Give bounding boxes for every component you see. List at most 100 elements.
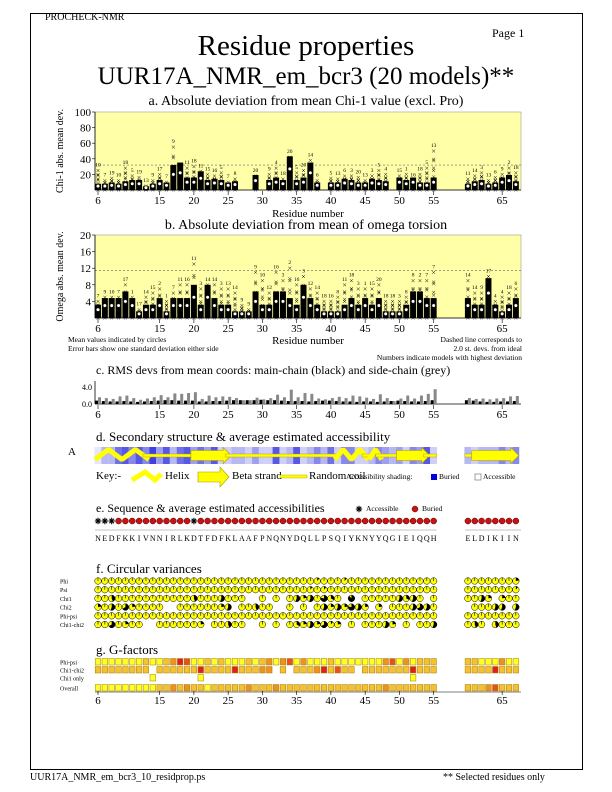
gfactor-cell — [348, 666, 355, 674]
chart-b-model-point — [336, 305, 340, 310]
chart-a-model-point — [301, 172, 306, 177]
chart-b-model-point — [370, 294, 374, 298]
chart-b-model-point — [178, 283, 182, 287]
residue-letter: E — [404, 534, 409, 543]
gfactor-cell — [389, 658, 396, 666]
residue-letter: H — [431, 534, 437, 543]
side-chain-bar — [358, 396, 362, 404]
chart-a-model-point — [356, 178, 360, 183]
chart-b-model-point — [212, 291, 217, 295]
residue-letter: K — [225, 534, 231, 543]
variance-sector — [324, 586, 327, 590]
chart-b-max-model-label: 8 — [405, 289, 408, 295]
chart-a-model-point — [233, 177, 237, 181]
gfactor-cell — [355, 684, 362, 692]
gfactor-cell — [478, 658, 485, 666]
buried-marker — [327, 517, 335, 525]
chart-b-model-point — [431, 293, 436, 297]
chart-b-mean-errorbar — [170, 298, 177, 318]
chart-b-model-point — [294, 283, 299, 287]
variance-sector — [392, 621, 396, 625]
chart-b-mean-point — [328, 311, 333, 316]
chart-a-model-point — [507, 171, 511, 176]
gfactor-cell — [190, 658, 197, 666]
gfactor-cell — [211, 684, 218, 692]
residue-letter: N — [95, 534, 101, 543]
chart-a-mean-point — [335, 183, 340, 188]
variance-sector — [295, 595, 300, 602]
gfactor-cell — [136, 666, 143, 674]
buried-marker — [279, 517, 287, 525]
chart-b-model-point — [199, 299, 203, 304]
chart-b-max-model-label: 17 — [136, 302, 142, 308]
chart-a-mean-point — [397, 180, 402, 185]
gfactor-cell — [327, 666, 334, 674]
gfactor-cell — [136, 658, 143, 666]
chart-a-mean-errorbar — [286, 156, 293, 190]
buried-marker — [272, 517, 280, 525]
chart-a-model-point — [205, 176, 210, 180]
buried-marker — [492, 517, 499, 525]
chart-b-mean-point — [506, 307, 512, 312]
chart-a-mean-point — [212, 180, 217, 186]
chart-a-model-point — [192, 169, 196, 174]
chart-a-mean-point — [315, 183, 320, 188]
chart-a-y-tick-label: 80 — [80, 123, 92, 135]
chart-b-mean-point — [397, 311, 402, 316]
chart-a-max-model-label: 5 — [377, 163, 380, 169]
variance-sector — [98, 603, 102, 608]
chart-b-max-model-label: 16 — [273, 264, 279, 270]
gfactor-cell — [430, 666, 437, 674]
chart-a-max-model-label: 13 — [486, 173, 492, 179]
chart-b-mean-point — [465, 303, 470, 308]
chart-b-model-point — [322, 306, 326, 311]
chart-a-max-model-label: 2 — [508, 160, 511, 166]
chart-a-max-model-label: 18 — [123, 160, 129, 166]
variance-sector — [514, 603, 520, 611]
gfactor-cell — [321, 684, 328, 692]
chart-a-mean-point — [465, 184, 470, 189]
side-chain-bar — [235, 398, 238, 404]
gfactor-cell — [273, 684, 280, 692]
gfactor-cell — [348, 658, 355, 666]
residue-letter: K — [355, 534, 361, 543]
gfactor-cell — [300, 684, 307, 692]
gfactor-cell — [231, 658, 239, 666]
key-accessible: Accessible — [483, 472, 516, 481]
chart-b-model-point — [486, 274, 491, 279]
chart-b-mean-point — [191, 295, 196, 300]
residue-letter: S — [329, 534, 333, 543]
gfactor-cell — [266, 666, 273, 674]
gfactor-cell — [129, 658, 136, 666]
chart-b-mean-point — [301, 295, 306, 300]
chart-a-model-point — [274, 171, 278, 175]
chart-c-tick-label: 15 — [154, 409, 166, 421]
buried-marker — [176, 517, 184, 525]
gfactor-cell — [197, 674, 204, 682]
chart-b-model-point — [178, 291, 182, 295]
chart-a-model-point — [479, 171, 484, 175]
gfactor-cell — [314, 684, 321, 692]
chart-b-max-model-label: 18 — [390, 293, 396, 299]
chart-a-mean-point — [411, 180, 416, 185]
gfactor-cell — [362, 658, 369, 666]
chart-b-max-model-label: 9 — [480, 285, 483, 291]
chart-b-model-point — [377, 291, 381, 295]
chart-a-max-model-label: 3 — [480, 165, 483, 171]
gfactor-tick-label: 30 — [257, 695, 269, 707]
chart-a-mean-point — [116, 184, 121, 189]
chart-a-model-point — [171, 156, 176, 160]
chart-b-mean-point — [390, 311, 395, 316]
buried-marker — [485, 517, 492, 525]
chart-b-model-point — [144, 295, 148, 299]
chart-a-mean-point — [137, 181, 142, 186]
chart-a-mean-point — [191, 180, 196, 185]
chart-b-model-point — [233, 296, 237, 301]
buried-marker — [512, 517, 520, 525]
chart-a-model-point — [377, 172, 381, 177]
gfactor-cell — [170, 666, 177, 674]
chart-a-max-model-label: 1 — [405, 166, 408, 172]
chart-a-model-point — [377, 168, 381, 173]
chart-b-model-point — [500, 300, 504, 305]
chart-b-mean-point — [479, 307, 484, 312]
